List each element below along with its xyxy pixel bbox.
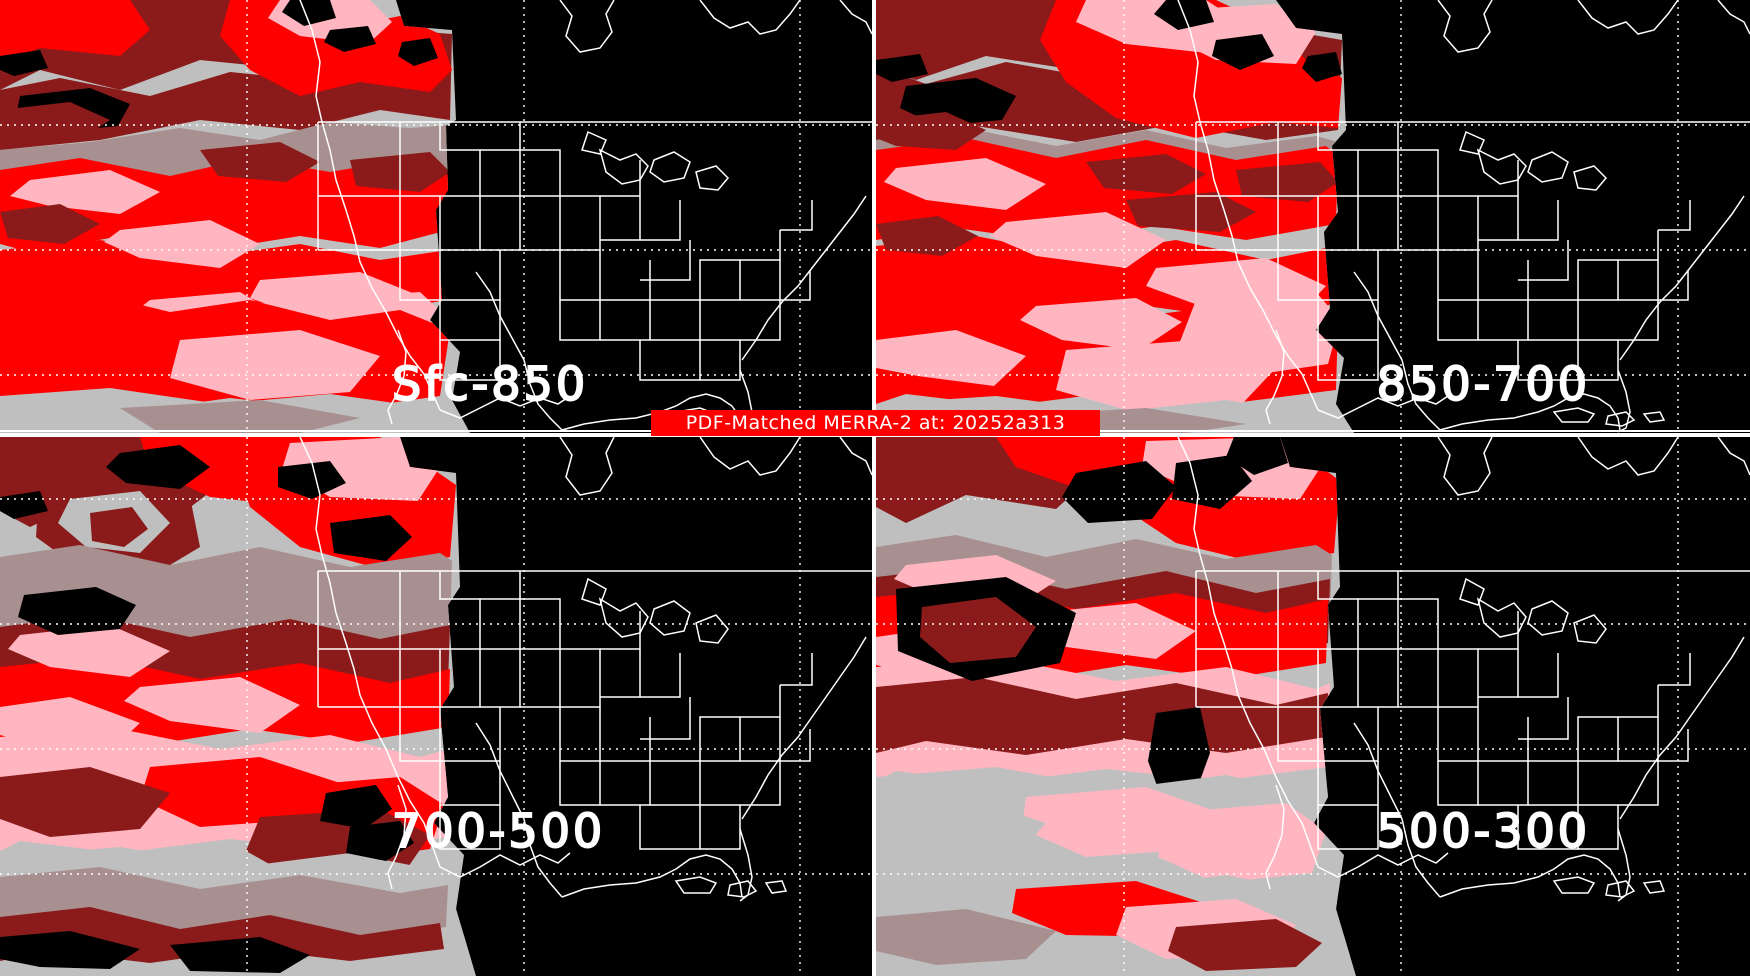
figure-title-text: PDF-Matched MERRA-2 at: 20252a313 [685, 411, 1066, 434]
map-canvas-500-300 [876, 437, 1750, 976]
map-outlines-500-300 [1177, 437, 1750, 902]
map-canvas-700-500 [0, 437, 872, 976]
figure-title-banner: PDF-Matched MERRA-2 at: 20252a313 [651, 410, 1100, 436]
graticule-500-300 [876, 437, 1750, 976]
data-field-700-500 [0, 437, 476, 976]
map-canvas-sfc-850 [0, 0, 872, 433]
panel-850-700[interactable]: 850-700 [876, 0, 1750, 433]
panel-700-500[interactable]: 700-500 [0, 437, 872, 976]
data-field-sfc-850 [0, 0, 470, 433]
graticule-850-700 [876, 0, 1750, 433]
graticule-700-500 [0, 437, 872, 976]
data-field-850-700 [876, 0, 1354, 433]
map-canvas-850-700 [876, 0, 1750, 433]
map-outlines-700-500 [299, 437, 872, 902]
panel-500-300[interactable]: 500-300 [876, 437, 1750, 976]
map-outlines-850-700 [1177, 0, 1750, 433]
panel-sfc-850[interactable]: Sfc-850 [0, 0, 872, 433]
panel-divider-vertical [872, 0, 876, 976]
